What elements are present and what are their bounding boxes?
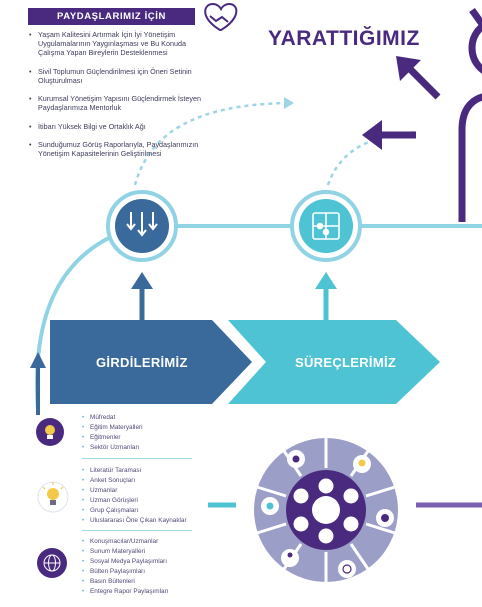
list-item: Sunum Materyalleri <box>82 547 212 557</box>
inputs-circle <box>106 190 178 262</box>
puzzle-icon <box>312 212 340 240</box>
arc-up-arrow <box>30 352 46 368</box>
list-item: İtibarı Yüksek Bilgi ve Ortaklık Ağı <box>28 122 228 131</box>
created-title: YARATTIĞIMIZ <box>268 27 420 50</box>
group-divider <box>82 458 192 459</box>
group-divider <box>82 530 192 531</box>
group-icon <box>292 487 310 505</box>
bank-icon <box>317 477 335 495</box>
arrows-down-icon <box>126 212 158 237</box>
list-item: Eğitmenler <box>82 433 212 443</box>
lightbulb-head-icon <box>36 418 64 446</box>
list-item: Uluslararası Öne Çıkan Kaynaklar <box>82 516 212 526</box>
person-icon <box>281 549 299 567</box>
person-outline-icon <box>458 22 482 222</box>
stakeholder-wheel <box>254 438 398 582</box>
inputs-chevron <box>50 320 252 404</box>
list-item: Grup Çalışmaları <box>82 506 212 516</box>
list-item: Sunduğumuz Görüş Raporlarıyla, Paydaşlar… <box>28 140 206 158</box>
podium-icon <box>317 527 335 545</box>
target-icon <box>342 515 360 533</box>
list-item: Kurumsal Yönetişim Yapısını Güçlendirmek… <box>28 94 216 112</box>
speech-icon <box>292 515 310 533</box>
list-item: Sivil Toplumun Güçlendirilmesi için Öner… <box>28 67 206 85</box>
list-item: Uzmanlar <box>82 486 212 496</box>
inputs-group-1: Müfredat Eğitim Materyalleri Eğitmenler … <box>82 413 212 453</box>
list-item: Eğitim Materyalleri <box>82 423 212 433</box>
list-item: Müfredat <box>82 413 212 423</box>
processes-label: SÜREÇLERİMİZ <box>295 355 397 370</box>
inputs-label: GİRDİLERİMİZ <box>96 355 188 370</box>
stakeholders-banner: PAYDAŞLARIMIZ İÇİN <box>28 8 195 25</box>
list-item: Bülten Paylaşımları <box>82 567 212 577</box>
list-item: Konuşmacılar/Uzmanlar <box>82 537 212 547</box>
list-item: Sosyal Medya Paylaşımları <box>82 557 212 567</box>
handshake-heart-icon <box>204 2 238 31</box>
list-item: Basın Bültenleri <box>82 577 212 587</box>
list-item: Literatür Taraması <box>82 466 212 476</box>
arrow-left-icon <box>362 120 416 150</box>
list-item: Entegre Rapor Paylaşımları <box>82 587 212 597</box>
list-item: Sektör Uzmanları <box>82 443 212 453</box>
list-item: Yaşam Kalitesini Artırmak İçin İyi Yönet… <box>28 30 206 57</box>
list-item: Uzman Görüşleri <box>82 496 212 506</box>
processes-chevron <box>228 320 440 404</box>
globe-network-icon <box>37 548 67 578</box>
stakeholder-value-list: Yaşam Kalitesini Artırmak İçin İyi Yönet… <box>28 30 228 168</box>
inputs-group-2: Literatür Taraması Anket Sonuçları Uzman… <box>82 466 212 526</box>
processes-circle <box>290 190 362 262</box>
globe-icon <box>338 560 356 578</box>
presentation-icon <box>342 487 360 505</box>
inputs-group-3: Konuşmacılar/Uzmanlar Sunum Materyalleri… <box>82 537 212 597</box>
arrow-up-left-icon <box>396 56 441 100</box>
lightbulb-icon <box>37 481 69 513</box>
list-item: Anket Sonuçları <box>82 476 212 486</box>
